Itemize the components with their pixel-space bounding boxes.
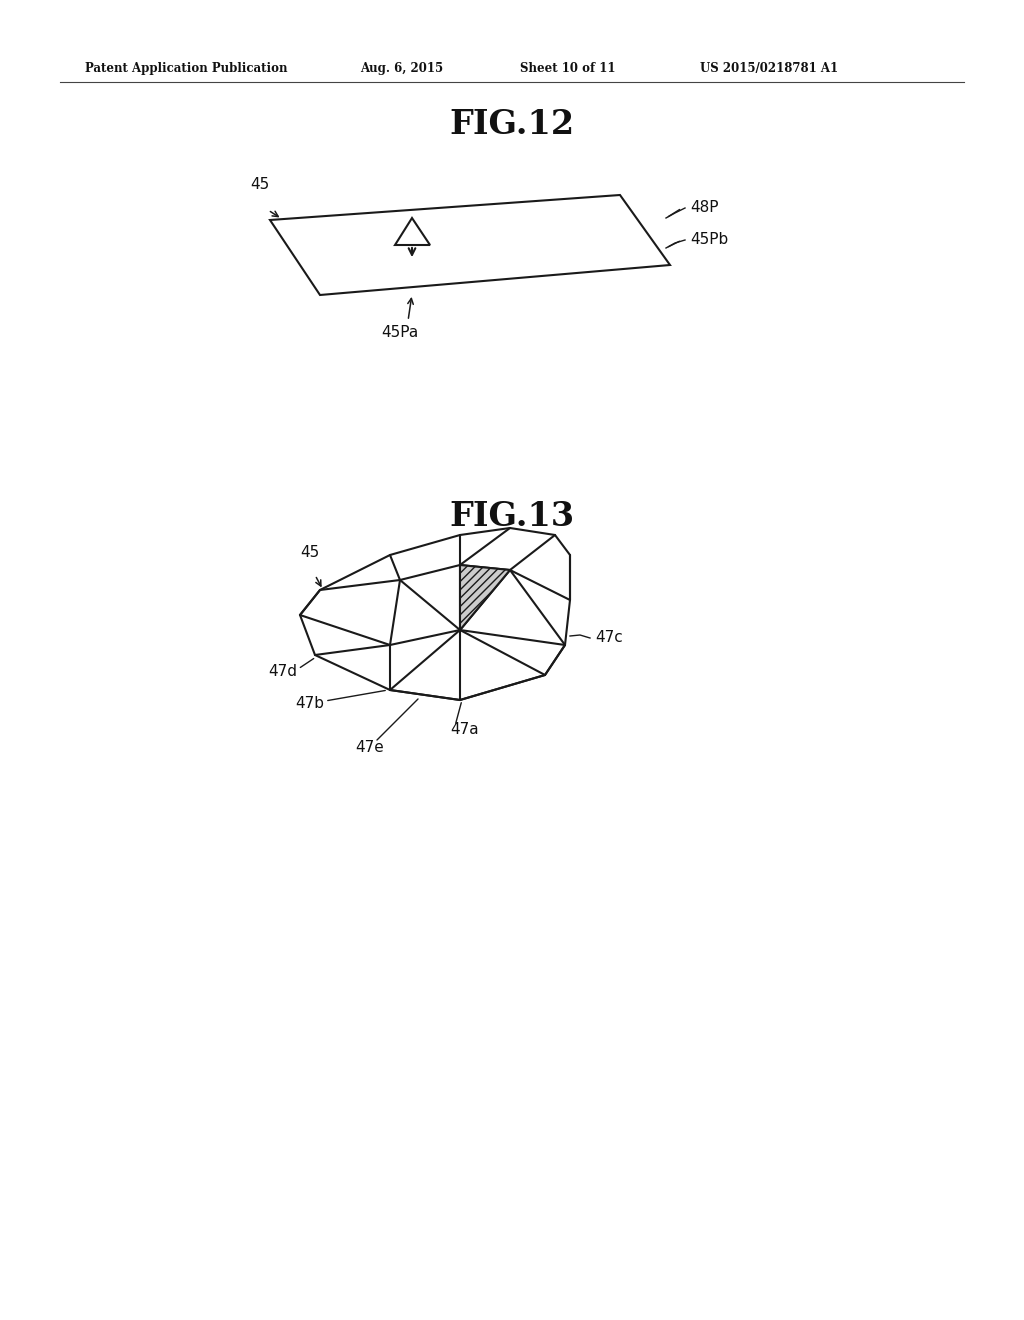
Text: 47b: 47b xyxy=(295,696,324,710)
Text: US 2015/0218781 A1: US 2015/0218781 A1 xyxy=(700,62,838,75)
Text: FIG.12: FIG.12 xyxy=(450,108,574,141)
Text: Patent Application Publication: Patent Application Publication xyxy=(85,62,288,75)
Text: 45: 45 xyxy=(250,177,269,191)
Text: Sheet 10 of 11: Sheet 10 of 11 xyxy=(520,62,615,75)
Text: 47e: 47e xyxy=(355,741,384,755)
Text: 47a: 47a xyxy=(450,722,478,738)
Text: FIG.13: FIG.13 xyxy=(450,500,574,533)
Text: Aug. 6, 2015: Aug. 6, 2015 xyxy=(360,62,443,75)
Text: 47c: 47c xyxy=(595,631,623,645)
Text: 45: 45 xyxy=(300,545,319,560)
Text: 45Pa: 45Pa xyxy=(381,325,419,341)
Text: 47d: 47d xyxy=(268,664,297,680)
Text: 45Pb: 45Pb xyxy=(690,232,728,248)
Polygon shape xyxy=(460,565,510,630)
Text: 48P: 48P xyxy=(690,201,719,215)
